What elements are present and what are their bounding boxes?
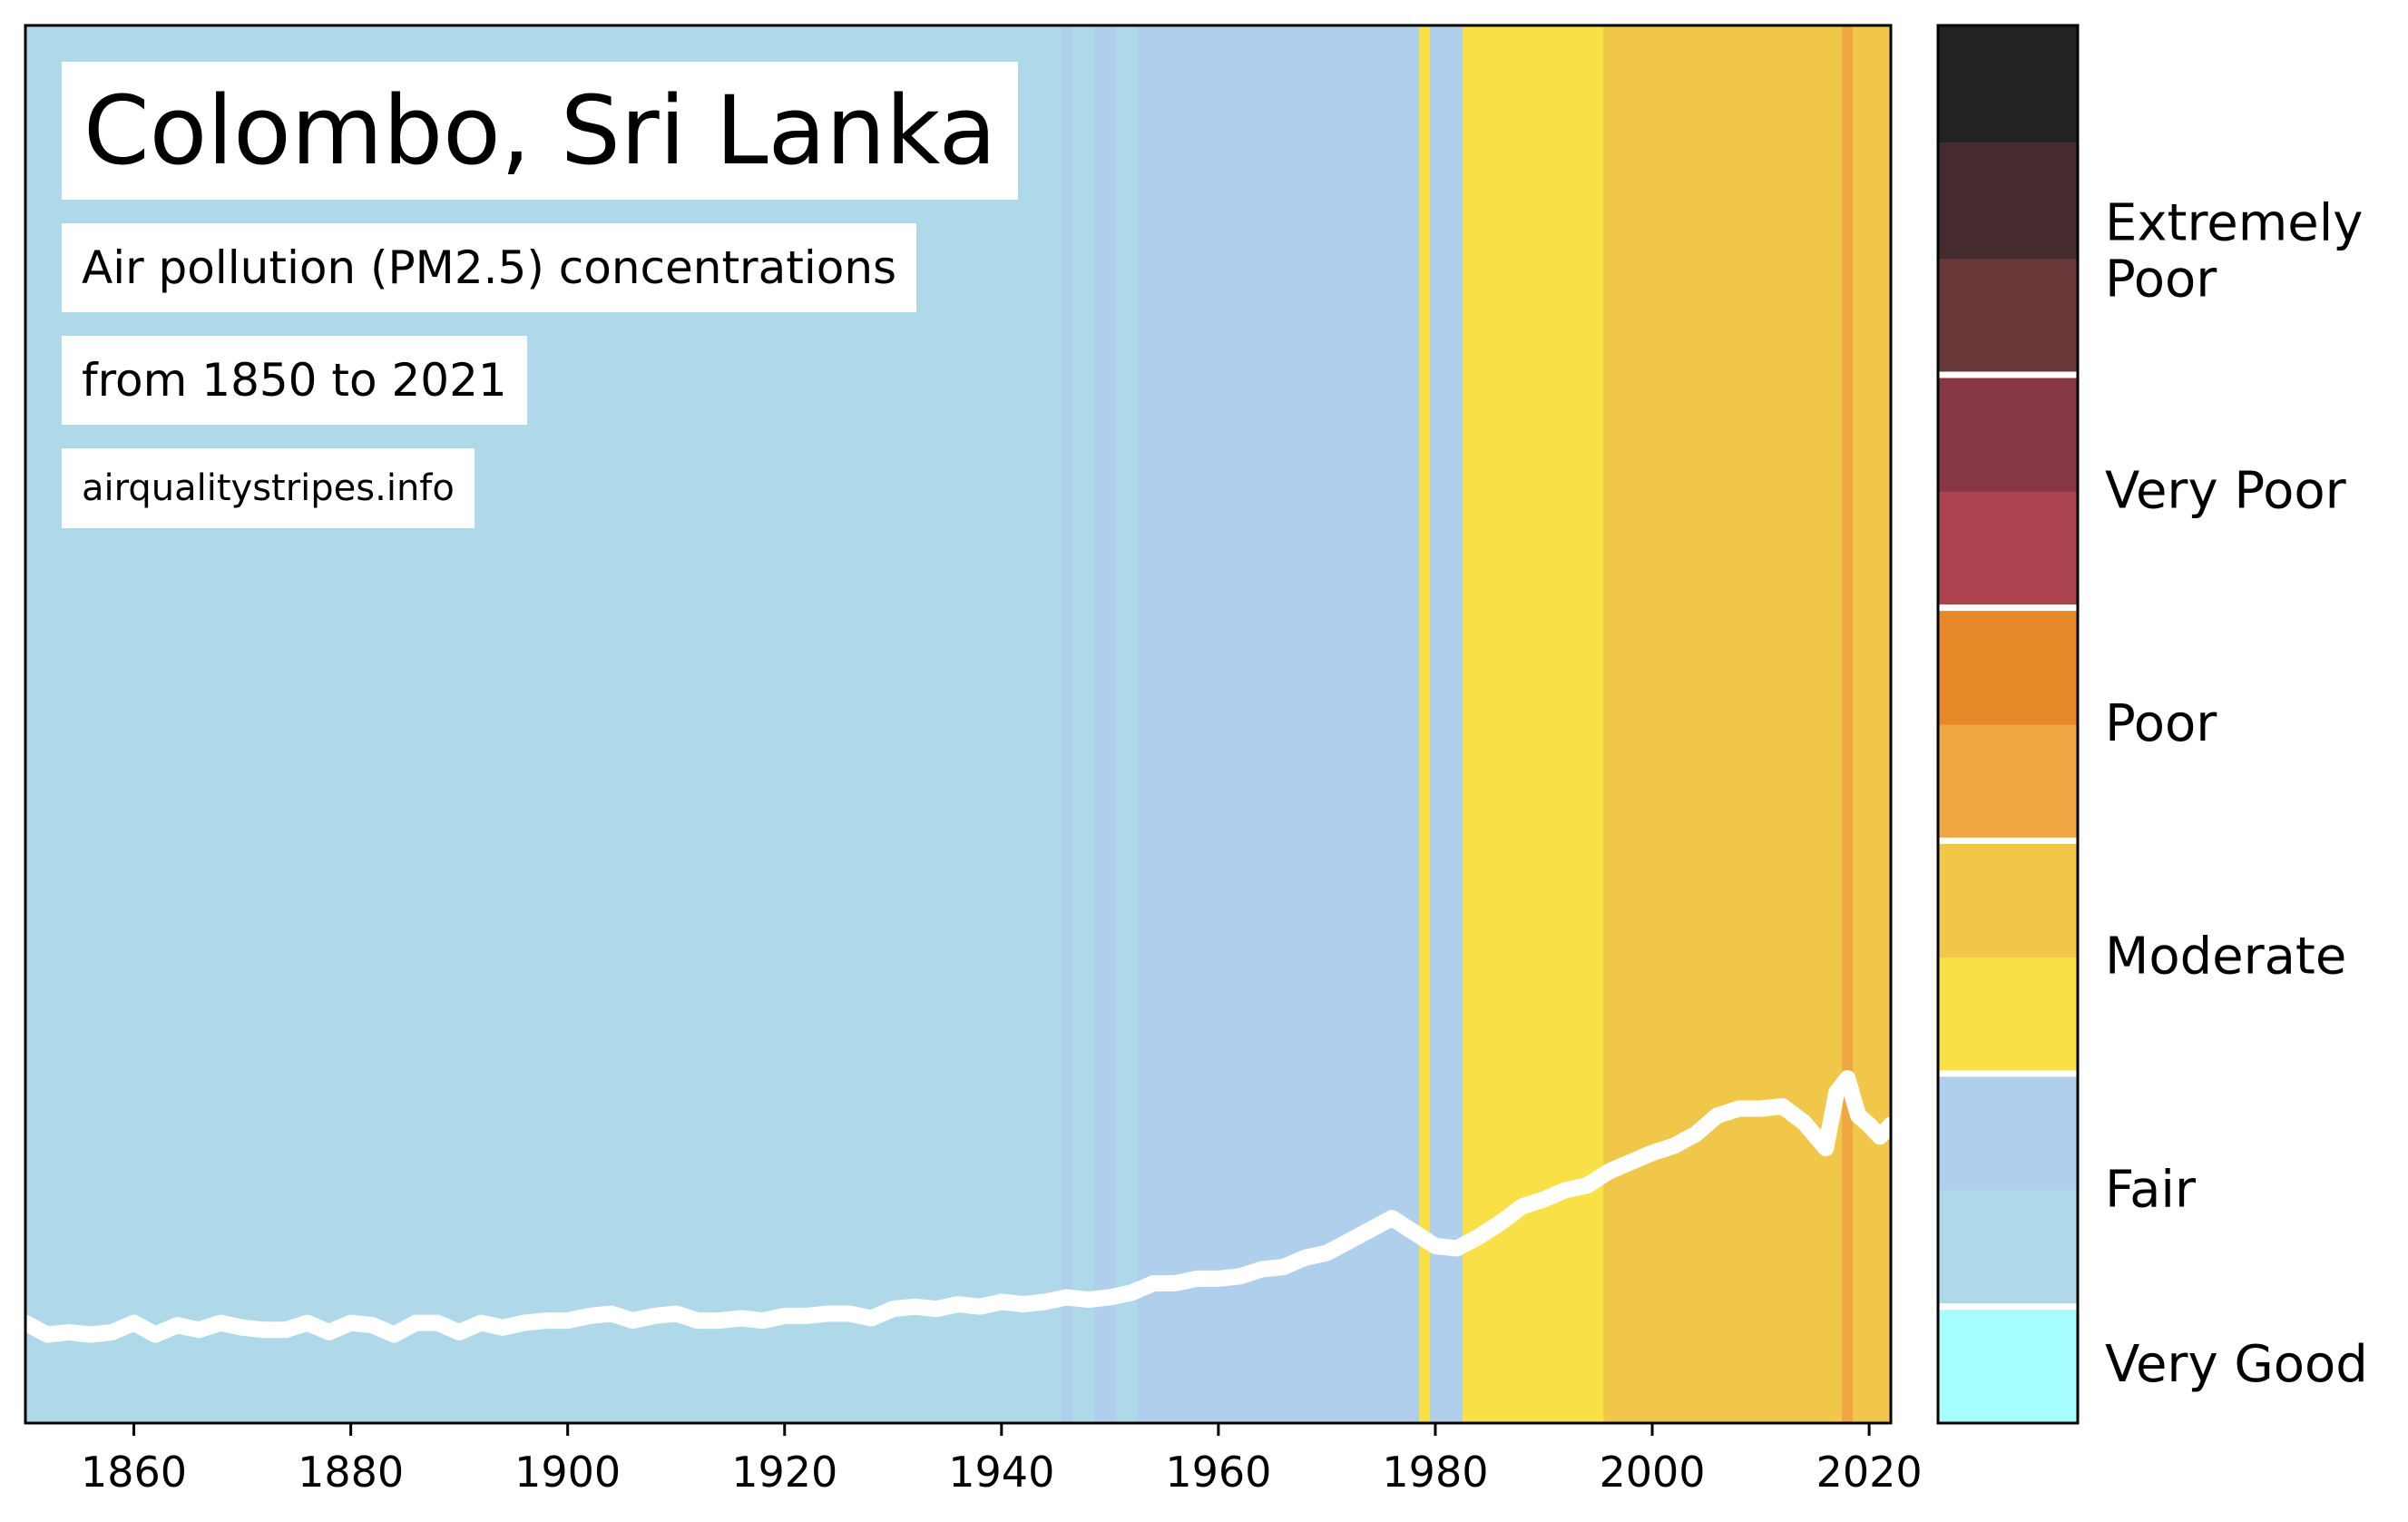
x-tick-label-0: 1860 bbox=[81, 1448, 187, 1497]
stripe-1 bbox=[1061, 25, 1073, 1423]
colorbar-band-10 bbox=[1938, 142, 2078, 260]
x-tick-label-7: 2000 bbox=[1599, 1448, 1705, 1497]
colorbar-band-7 bbox=[1938, 491, 2078, 609]
x-tick-label-1: 1880 bbox=[298, 1448, 404, 1497]
x-tick-label-6: 1980 bbox=[1382, 1448, 1488, 1497]
stripe-2 bbox=[1072, 25, 1094, 1423]
stripe-3 bbox=[1093, 25, 1116, 1423]
stripe-11 bbox=[1853, 25, 1892, 1423]
colorbar-band-6 bbox=[1938, 607, 2078, 725]
colorbar-frame bbox=[1936, 24, 2080, 1425]
colorbar-band-2 bbox=[1938, 1074, 2078, 1191]
colorbar: Very Good Fair Moderate Poor Very Poor Extrem… bbox=[1936, 24, 2368, 1425]
colorbar-band-3 bbox=[1938, 957, 2078, 1075]
stripe-10 bbox=[1842, 25, 1854, 1423]
colorbar-band-4 bbox=[1938, 840, 2078, 958]
stripe-7 bbox=[1429, 25, 1463, 1423]
x-tick-label-4: 1940 bbox=[948, 1448, 1054, 1497]
x-tick-label-5: 1960 bbox=[1165, 1448, 1271, 1497]
x-tick-label-2: 1900 bbox=[514, 1448, 621, 1497]
plot-frame bbox=[24, 24, 1893, 1425]
chart-subtitle-line2: from 1850 to 2021 bbox=[62, 336, 527, 425]
x-tick-label-8: 2020 bbox=[1816, 1448, 1923, 1497]
colorbar-label-poor: Poor bbox=[2105, 694, 2217, 753]
colorbar-band-0 bbox=[1938, 1306, 2078, 1424]
colorbar-label-very-poor: Very Poor bbox=[2105, 461, 2347, 520]
colorbar-label-moderate: Moderate bbox=[2105, 928, 2346, 987]
stripe-5 bbox=[1137, 25, 1420, 1423]
colorbar-label-fair: Fair bbox=[2105, 1160, 2197, 1219]
chart-title: Colombo, Sri Lanka bbox=[62, 62, 1019, 200]
colorbar-label-extremely-poor: Extremely Poor bbox=[2105, 194, 2363, 309]
colorbar-label-very-good: Very Good bbox=[2105, 1335, 2368, 1394]
chart-subtitle-line1: Air pollution (PM2.5) concentrations bbox=[62, 223, 917, 312]
stripe-4 bbox=[1115, 25, 1138, 1423]
colorbar-band-8 bbox=[1938, 375, 2078, 492]
colorbar-band-5 bbox=[1938, 724, 2078, 841]
source-label: airqualitystripes.info bbox=[62, 448, 475, 528]
stripe-6 bbox=[1419, 25, 1431, 1423]
stripe-8 bbox=[1462, 25, 1604, 1423]
x-axis: 1860 1880 1900 1920 1940 1960 1980 2000 2020 bbox=[81, 1423, 1923, 1497]
pm25-line bbox=[17, 1070, 1899, 1343]
x-tick-label-3: 1920 bbox=[731, 1448, 837, 1497]
colorbar-band-9 bbox=[1938, 258, 2078, 376]
stripe-9 bbox=[1603, 25, 1843, 1423]
colorbar-band-11 bbox=[1938, 25, 2078, 142]
colorbar-band-1 bbox=[1938, 1190, 2078, 1308]
